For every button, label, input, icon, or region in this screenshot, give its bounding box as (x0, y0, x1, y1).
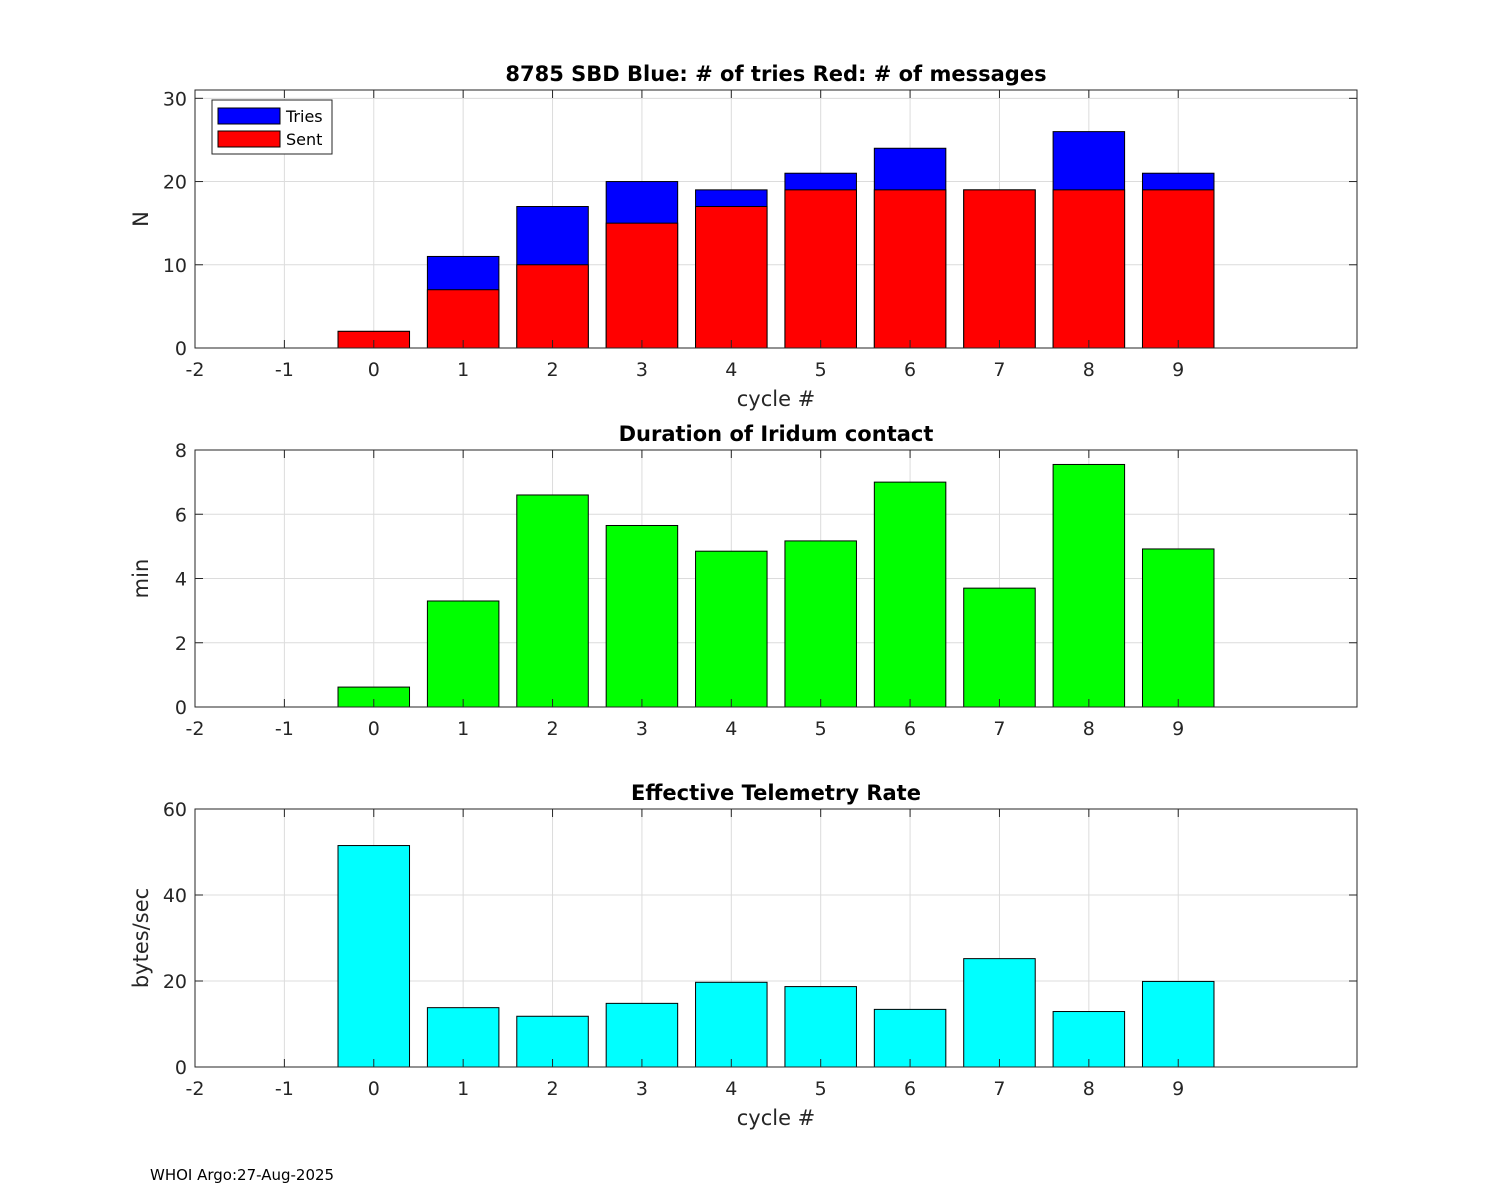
panel3-bar-rate-2 (516, 1015, 589, 1068)
panel1-x-axis-label: cycle # (737, 387, 816, 411)
panel1-xtick-label: 2 (546, 359, 558, 381)
panel3-bar-rate-7 (963, 958, 1036, 1068)
panel1-xtick-label: 6 (904, 359, 916, 381)
panel3-xtick-label: 4 (725, 1078, 737, 1100)
panel3-x-axis-label: cycle # (737, 1106, 816, 1130)
panel1-bar-sent-4 (695, 206, 768, 349)
panel2-bar-duration-4 (695, 550, 768, 708)
panel1-ytick-label: 30 (163, 88, 187, 110)
panel2-ytick-label: 2 (175, 633, 187, 655)
panel2-xtick-label: -1 (275, 718, 294, 740)
footer-credit: WHOI Argo:27-Aug-2025 (150, 1166, 335, 1184)
panel2-xtick-label: 4 (725, 718, 737, 740)
panel3-ytick-label: 60 (163, 799, 187, 821)
panel2-xtick-label: 7 (993, 718, 1005, 740)
panel1-xtick-label: 4 (725, 359, 737, 381)
panel3-xtick-label: 2 (546, 1078, 558, 1100)
panel1-bar-sent-8 (1052, 189, 1126, 349)
panel1-bar-sent-5 (784, 189, 857, 349)
panel1-axes-box (194, 89, 1358, 349)
panel2-bar-duration-7 (963, 587, 1036, 708)
panel2-bar-duration-1 (426, 600, 500, 708)
panel2-ytick-label: 8 (175, 440, 187, 462)
panel2-xtick-label: 2 (546, 718, 558, 740)
panel2-ytick-label: 4 (175, 569, 187, 591)
panel3-bar-rate-8 (1052, 1011, 1126, 1068)
panel3-ytick-label: 0 (175, 1057, 187, 1079)
panel1-bar-sent-9 (1141, 189, 1215, 349)
panel3-xtick-label: 8 (1083, 1078, 1095, 1100)
panel3-xtick-label: 0 (368, 1078, 380, 1100)
panel3-bar-rate-1 (426, 1007, 500, 1068)
panel1-xtick-label: -2 (186, 359, 205, 381)
panel1-xtick-label: 8 (1083, 359, 1095, 381)
panel3-axes-box (194, 808, 1358, 1068)
panel2-xtick-label: 5 (815, 718, 827, 740)
panel2-xtick-label: 0 (368, 718, 380, 740)
panel2-ytick-label: 0 (175, 697, 187, 719)
panel3-xtick-label: -1 (275, 1078, 294, 1100)
panel1-bar-sent-6 (873, 189, 947, 349)
panel1-bar-sent-2 (516, 264, 589, 349)
panel1-bar-sent-3 (605, 222, 679, 349)
panel1-ytick-label: 0 (175, 338, 187, 360)
panel3-xtick-label: -2 (186, 1078, 205, 1100)
legend-swatch-sent (217, 130, 281, 148)
panel1-ytick-label: 10 (163, 255, 187, 277)
panel3-bar-rate-5 (784, 986, 857, 1068)
panel3-ytick-label: 40 (163, 885, 187, 907)
panel2-xtick-label: 9 (1172, 718, 1184, 740)
panel2-y-axis-label: min (129, 559, 153, 599)
panel3-xtick-label: 5 (815, 1078, 827, 1100)
panel2-bar-duration-8 (1052, 463, 1126, 708)
panel2-bar-duration-9 (1141, 548, 1215, 708)
panel1-xtick-label: 0 (368, 359, 380, 381)
panel1-xtick-label: 9 (1172, 359, 1184, 381)
panel3-bar-rate-0 (337, 845, 411, 1068)
panel3-bar-rate-6 (873, 1008, 947, 1068)
panel1-xtick-label: 1 (457, 359, 469, 381)
panel3-xtick-label: 1 (457, 1078, 469, 1100)
panel1-xtick-label: 7 (993, 359, 1005, 381)
panel2-xtick-label: 8 (1083, 718, 1095, 740)
panel2-xtick-label: 6 (904, 718, 916, 740)
panel3-xtick-label: 3 (636, 1078, 648, 1100)
panel3-title: Effective Telemetry Rate (631, 781, 921, 805)
panel2-bar-duration-3 (605, 524, 679, 708)
panel2-bar-duration-5 (784, 540, 857, 708)
panel2-title: Duration of Iridum contact (619, 422, 934, 446)
legend-swatch-tries (217, 107, 281, 125)
legend-label-sent: Sent (286, 130, 322, 149)
panel2-bar-duration-2 (516, 494, 589, 708)
panel1-y-axis-label: N (129, 211, 153, 227)
panel3-bar-rate-3 (605, 1002, 679, 1068)
panel2-xtick-label: -2 (186, 718, 205, 740)
panel3-y-axis-label: bytes/sec (129, 888, 153, 988)
panel2-bar-duration-6 (873, 481, 947, 708)
legend-label-tries: Tries (285, 107, 323, 126)
panel1-bar-sent-1 (426, 289, 500, 349)
panel3-xtick-label: 9 (1172, 1078, 1184, 1100)
panel3-bar-rate-9 (1141, 980, 1215, 1068)
panel3-xtick-label: 6 (904, 1078, 916, 1100)
panel3-ytick-label: 20 (163, 971, 187, 993)
panel2-ytick-label: 6 (175, 504, 187, 526)
panel3-xtick-label: 7 (993, 1078, 1005, 1100)
panel1-xtick-label: 5 (815, 359, 827, 381)
panel1-title: 8785 SBD Blue: # of tries Red: # of mess… (505, 62, 1046, 86)
panel1-xtick-label: -1 (275, 359, 294, 381)
panel2-xtick-label: 3 (636, 718, 648, 740)
panel2-xtick-label: 1 (457, 718, 469, 740)
panel1-bar-sent-7 (963, 189, 1036, 349)
panel1-xtick-label: 3 (636, 359, 648, 381)
panel1-ytick-label: 20 (163, 172, 187, 194)
panel3-bar-rate-4 (695, 981, 768, 1068)
